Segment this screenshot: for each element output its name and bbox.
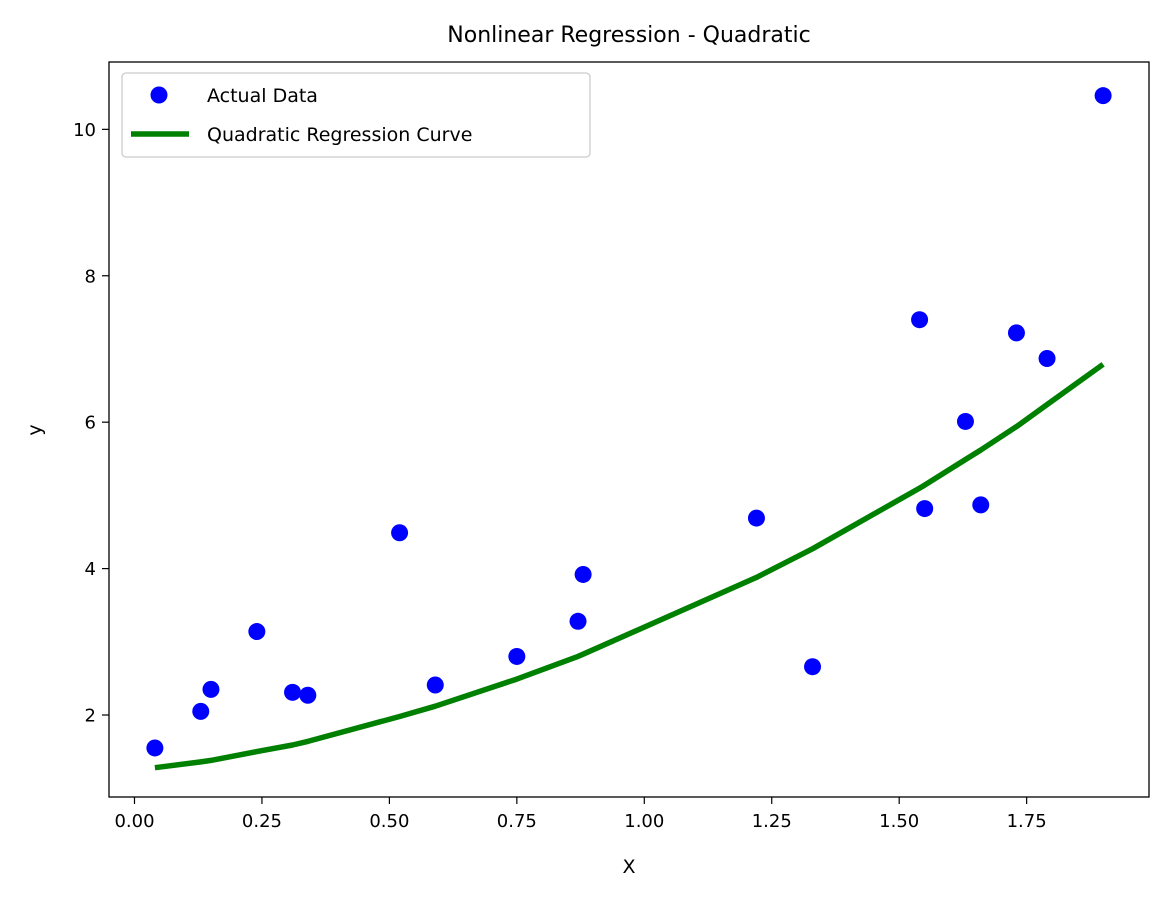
x-tick-label: 0.25	[242, 811, 282, 832]
data-point	[911, 311, 929, 329]
legend-box	[121, 72, 591, 158]
data-point	[569, 612, 587, 630]
legend: Actual Data Quadratic Regression Curve	[121, 72, 591, 158]
x-tick-label: 0.50	[369, 811, 409, 832]
plot-frame	[108, 61, 1150, 798]
y-axis-label: y	[24, 424, 46, 435]
data-point	[508, 647, 526, 665]
data-point	[972, 496, 990, 514]
x-tick-label: 1.25	[752, 811, 792, 832]
x-axis-label: X	[622, 856, 635, 878]
legend-label-actual-data: Actual Data	[207, 85, 318, 107]
y-axis-ticks: 2 4 6 8 10	[73, 120, 109, 727]
data-point	[202, 680, 220, 698]
y-tick-label: 6	[85, 413, 96, 434]
data-point	[804, 658, 822, 676]
x-tick-label: 0.00	[114, 811, 154, 832]
data-point	[916, 500, 934, 518]
data-point	[391, 524, 409, 542]
regression-curve	[154, 362, 1105, 771]
x-tick-label: 1.50	[879, 811, 919, 832]
plot-area	[146, 87, 1112, 771]
data-point	[284, 683, 302, 701]
data-point	[1094, 87, 1112, 105]
data-point	[574, 565, 592, 583]
data-point	[146, 739, 164, 757]
data-point	[426, 676, 444, 694]
chart-title: Nonlinear Regression - Quadratic	[447, 23, 810, 48]
data-point	[192, 702, 210, 720]
y-tick-label: 8	[85, 266, 96, 287]
data-point	[1038, 349, 1056, 367]
data-point	[747, 509, 765, 527]
legend-label-regression-curve: Quadratic Regression Curve	[207, 124, 472, 146]
legend-marker-actual-data	[150, 86, 168, 104]
x-axis-ticks: 0.00 0.25 0.50 0.75 1.00 1.25 1.50 1.75	[114, 797, 1047, 832]
x-tick-label: 1.75	[1007, 811, 1047, 832]
y-tick-label: 10	[73, 120, 96, 141]
data-point	[299, 686, 317, 704]
data-point	[956, 412, 974, 430]
y-tick-label: 2	[85, 706, 96, 727]
y-tick-label: 4	[85, 559, 96, 580]
data-point	[248, 623, 266, 641]
x-tick-label: 0.75	[497, 811, 537, 832]
data-point	[1007, 324, 1025, 342]
x-tick-label: 1.00	[624, 811, 664, 832]
